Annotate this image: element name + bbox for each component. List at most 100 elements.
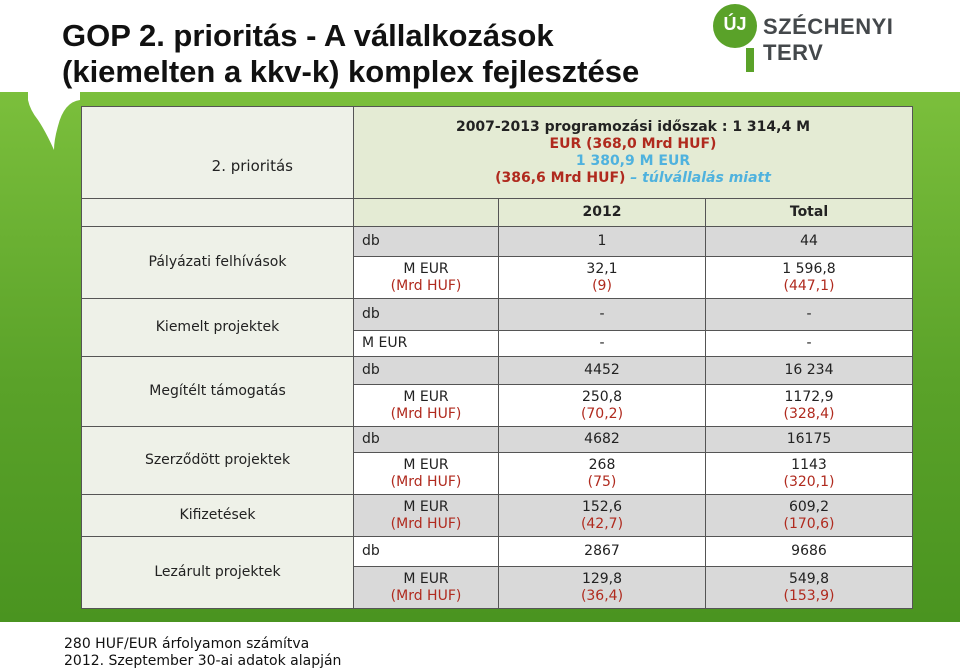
- table-row: Pályázati felhívások db 1 44: [81, 226, 913, 299]
- value-total-cell: 1 596,8 (447,1): [705, 256, 913, 299]
- value-total-cell-main: 1 596,8: [782, 260, 836, 277]
- row-group-label: Megítélt támogatás: [81, 356, 354, 427]
- unit-cell: db: [353, 298, 499, 331]
- unit-cell: db: [353, 536, 499, 567]
- header-blank-cell: [81, 198, 354, 227]
- header-unit-cell: [353, 198, 499, 227]
- row-group-label: Lezárult projektek: [81, 536, 354, 609]
- period-line2: EUR (368,0 Mrd HUF): [549, 135, 717, 152]
- table-row: Kiemelt projektek db - -: [81, 298, 913, 357]
- value-total-cell-sub: (153,9): [783, 587, 835, 604]
- value-total-cell-main: 1143: [791, 456, 827, 473]
- corner-label-cell: 2. prioritás: [81, 106, 354, 199]
- value-2012-cell-main: 268: [588, 456, 616, 473]
- table-row: Megítélt támogatás db 4452 16 234: [81, 356, 913, 427]
- unit-cell-main: M EUR: [362, 335, 408, 351]
- period-header-cell: 2007-2013 programozási időszak : 1 314,4…: [353, 106, 913, 199]
- footer-note-2: 2012. Szeptember 30-ai adatok alapján: [64, 653, 342, 669]
- slide-title-line1: GOP 2. prioritás - A vállalkozások: [62, 18, 554, 53]
- unit-cell-main: M EUR: [403, 570, 449, 587]
- value-total-cell-sub: (320,1): [783, 473, 835, 490]
- header-2012: 2012: [498, 198, 706, 227]
- unit-cell-sub: (Mrd HUF): [390, 405, 462, 422]
- value-total-cell: -: [705, 298, 913, 331]
- value-2012-cell-sub: (36,4): [580, 587, 624, 604]
- value-2012-cell-main: 32,1: [586, 260, 618, 277]
- unit-cell-main: M EUR: [403, 498, 449, 515]
- table-row: M EUR (Mrd HUF) 32,1 (9) 1 596,8 (447,1): [82, 256, 913, 299]
- unit-cell-sub: (Mrd HUF): [390, 473, 462, 490]
- value-2012-cell-main: 152,6: [581, 498, 623, 515]
- table-row: M EUR (Mrd HUF) 129,8 (36,4) 549,8 (153,9): [82, 566, 913, 609]
- value-2012-cell: 250,8 (70,2): [498, 384, 706, 427]
- value-total-cell-sub: (328,4): [783, 405, 835, 422]
- value-2012-cell-main: -: [599, 335, 605, 351]
- value-total-cell: 1143 (320,1): [705, 452, 913, 495]
- unit-cell: M EUR (Mrd HUF): [353, 566, 499, 609]
- value-total-cell: 549,8 (153,9): [705, 566, 913, 609]
- value-2012-cell: 2867: [498, 536, 706, 567]
- unit-cell-sub: (Mrd HUF): [390, 515, 462, 532]
- unit-cell-main: M EUR: [403, 388, 449, 405]
- value-2012-cell: 1: [498, 226, 706, 257]
- unit-cell: M EUR (Mrd HUF): [353, 494, 499, 537]
- value-2012-cell: 129,8 (36,4): [498, 566, 706, 609]
- slide-title: GOP 2. prioritás - A vállalkozások (kiem…: [62, 18, 762, 90]
- unit-cell: db: [353, 426, 499, 453]
- row-group-label: Szerződött projektek: [81, 426, 354, 495]
- unit-cell-main: db: [362, 233, 380, 249]
- table-body: Pályázati felhívások db 1 44 M EUR (Mrd HUF) 3…: [81, 226, 913, 609]
- value-2012-cell: -: [498, 298, 706, 331]
- priority-data-table: 2. prioritás 2007-2013 programozási idős…: [81, 106, 913, 609]
- table-row: M EUR (Mrd HUF) 268 (75) 1143 (320,1): [82, 452, 913, 495]
- value-total-cell-sub: (447,1): [783, 277, 835, 294]
- unit-cell: db: [353, 356, 499, 385]
- logo-badge-icon: ÚJ: [713, 4, 757, 48]
- value-total-cell: 609,2 (170,6): [705, 494, 913, 537]
- value-2012-cell-main: 129,8: [581, 570, 623, 587]
- value-2012-cell: 4682: [498, 426, 706, 453]
- value-total-cell: 9686: [705, 536, 913, 567]
- value-total-cell-main: 1172,9: [784, 388, 834, 405]
- unit-cell: db: [353, 226, 499, 257]
- table-row: M EUR (Mrd HUF) 250,8 (70,2) 1172,9 (328,4): [82, 384, 913, 427]
- table-row: Lezárult projektek db 2867 9686: [81, 536, 913, 609]
- unit-cell: M EUR (Mrd HUF): [353, 384, 499, 427]
- value-2012-cell-sub: (9): [592, 277, 612, 294]
- logo-text: SZÉCHENYI TERV: [763, 14, 894, 65]
- header-total: Total: [705, 198, 913, 227]
- value-2012-cell-main: 2867: [584, 543, 620, 559]
- unit-cell-main: db: [362, 306, 380, 322]
- unit-cell-main: db: [362, 362, 380, 378]
- value-total-cell: -: [705, 330, 913, 357]
- value-2012-cell-main: 250,8: [581, 388, 623, 405]
- unit-cell-main: db: [362, 543, 380, 559]
- value-2012-cell-main: 4452: [584, 362, 620, 378]
- unit-cell: M EUR (Mrd HUF): [353, 452, 499, 495]
- value-total-cell: 1172,9 (328,4): [705, 384, 913, 427]
- period-line1: 2007-2013 programozási időszak : 1 314,4…: [455, 118, 811, 135]
- value-total-cell: 16 234: [705, 356, 913, 385]
- unit-cell-main: M EUR: [403, 260, 449, 277]
- unit-cell-main: M EUR: [403, 456, 449, 473]
- value-total-cell-main: 9686: [791, 543, 827, 559]
- row-group-label: Kifizetések: [81, 494, 354, 537]
- value-total-cell-main: 16 234: [784, 362, 834, 378]
- value-total-cell-main: 549,8: [788, 570, 830, 587]
- value-total-cell-main: 44: [800, 233, 818, 249]
- table-row: Kifizetések M EUR (Mrd HUF) 152,6 (42,7) 609,…: [81, 494, 913, 537]
- row-group-label: Kiemelt projektek: [81, 298, 354, 357]
- corner-label: 2. prioritás: [211, 157, 293, 175]
- period-line4b: – túlvállalás miatt: [625, 169, 771, 186]
- value-2012-cell: 4452: [498, 356, 706, 385]
- period-line3: 1 380,9 M EUR: [575, 152, 691, 169]
- unit-cell-main: db: [362, 431, 380, 447]
- value-2012-cell: -: [498, 330, 706, 357]
- unit-cell: M EUR (Mrd HUF): [353, 256, 499, 299]
- slide-title-line2: (kiemelten a kkv-k) komplex fejlesztése: [62, 54, 640, 89]
- value-2012-cell-main: 1: [597, 233, 607, 249]
- table-row: Szerződött projektek db 4682 16175: [81, 426, 913, 495]
- value-2012-cell: 152,6 (42,7): [498, 494, 706, 537]
- value-2012-cell-sub: (70,2): [580, 405, 624, 422]
- value-total-cell-main: -: [806, 335, 812, 351]
